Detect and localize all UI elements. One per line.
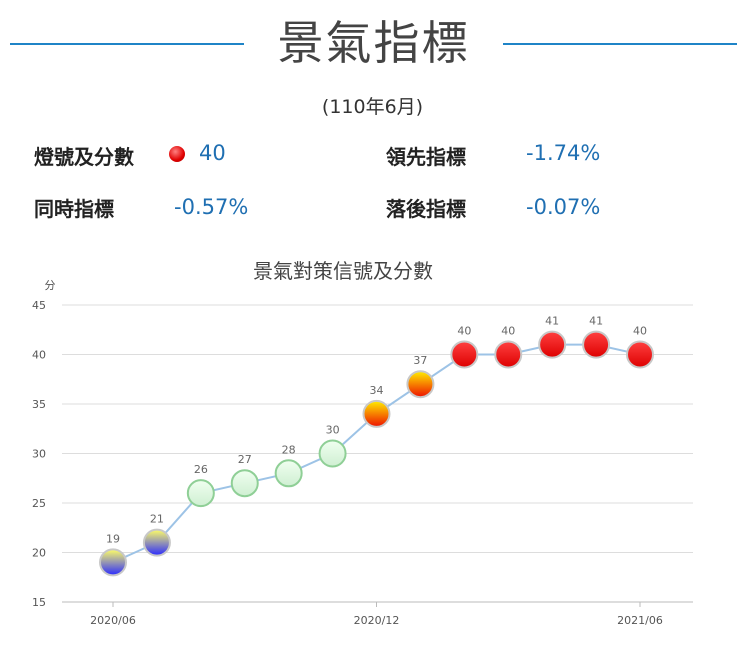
data-label: 27 — [238, 453, 252, 466]
y-tick-label: 25 — [32, 497, 46, 510]
data-label: 21 — [150, 513, 164, 526]
chart-title: 景氣對策信號及分數 — [253, 259, 433, 283]
y-axis-unit-label: 分 — [45, 279, 56, 292]
signal-point[interactable] — [494, 340, 523, 369]
signal-point[interactable] — [450, 340, 479, 369]
data-labels: 19 21 26 27 28 30 34 37 40 40 41 41 40 — [106, 315, 647, 546]
data-label: 41 — [589, 315, 603, 328]
signal-point[interactable] — [230, 469, 259, 498]
signal-point[interactable] — [538, 330, 567, 359]
data-label: 41 — [545, 315, 559, 328]
data-label: 30 — [326, 424, 340, 437]
data-label: 34 — [370, 384, 384, 397]
lagging-indicator-value: -0.07% — [526, 195, 601, 219]
x-tick-label: 2020/12 — [354, 614, 400, 627]
signal-score-label: 燈號及分數 — [34, 145, 134, 169]
data-label: 26 — [194, 463, 208, 476]
page-title: 景氣指標 — [277, 16, 470, 70]
signal-point[interactable] — [626, 340, 654, 369]
y-tick-label: 45 — [32, 299, 46, 312]
data-label: 37 — [413, 354, 427, 367]
signal-point[interactable] — [318, 439, 347, 468]
y-tick-label: 30 — [32, 448, 46, 461]
red-light-icon — [169, 146, 185, 162]
leading-indicator-value: -1.74% — [526, 141, 601, 165]
signal-point[interactable] — [362, 399, 391, 428]
x-tick-label: 2021/06 — [617, 614, 663, 627]
signal-score-value: 40 — [199, 141, 226, 165]
data-label: 19 — [106, 532, 120, 545]
series-points — [99, 330, 654, 577]
axis-ticks: 15 20 25 30 35 40 45 2020/06 2020/12 2021/06 — [32, 299, 663, 627]
data-label: 40 — [457, 325, 471, 338]
data-label: 28 — [282, 443, 296, 456]
y-tick-label: 20 — [32, 547, 46, 560]
signal-point[interactable] — [274, 459, 303, 488]
title-divider-left — [10, 43, 244, 45]
y-tick-label: 35 — [32, 398, 46, 411]
x-tick-label: 2020/06 — [90, 614, 136, 627]
signal-point[interactable] — [142, 528, 171, 557]
period-subtitle: (110年6月) — [321, 96, 424, 118]
coincident-indicator-value: -0.57% — [174, 195, 249, 219]
leading-indicator-label: 領先指標 — [386, 145, 466, 169]
signal-point[interactable] — [406, 370, 435, 399]
y-tick-label: 40 — [32, 349, 46, 362]
signal-point[interactable] — [99, 548, 127, 577]
signal-point[interactable] — [582, 330, 611, 359]
data-label: 40 — [501, 325, 515, 338]
lagging-indicator-label: 落後指標 — [386, 197, 466, 221]
data-label: 40 — [633, 325, 647, 338]
coincident-indicator-label: 同時指標 — [34, 197, 114, 221]
y-tick-label: 15 — [32, 596, 46, 609]
signal-point[interactable] — [186, 479, 215, 508]
title-bar: 景氣指標 — [0, 10, 745, 80]
title-divider-right — [503, 43, 737, 45]
